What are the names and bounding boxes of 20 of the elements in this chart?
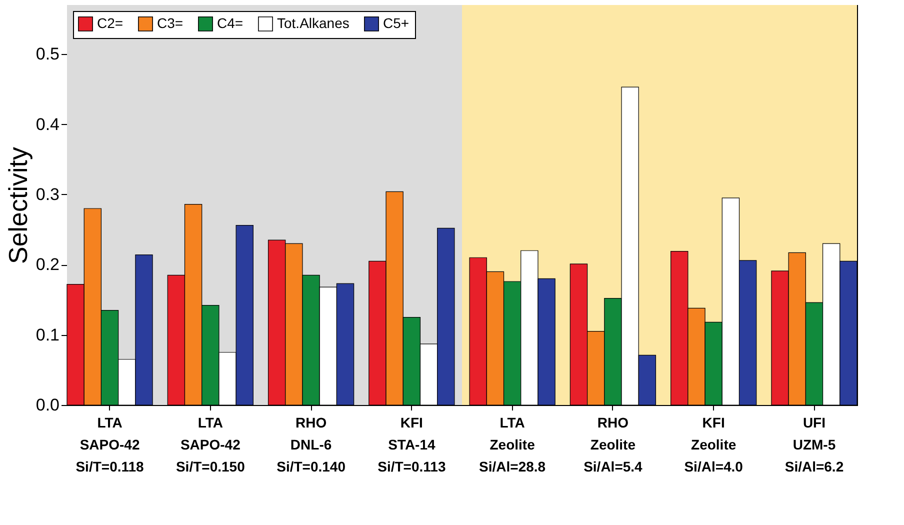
legend-label: C5+: [383, 14, 410, 31]
y-tick-label: 0.0: [36, 396, 60, 414]
y-tick-label: 0.5: [36, 44, 60, 64]
legend-label: Tot.Alkanes: [277, 14, 350, 31]
x-tick-label: RHO DNL-6 Si/T=0.140: [276, 414, 346, 474]
y-tick-label: 0.4: [36, 114, 60, 134]
x-tick-label: KFI STA-14 Si/T=0.113: [378, 414, 446, 474]
x-tick-label: UFI UZM-5 Si/Al=6.2: [784, 414, 844, 474]
x-tick-label: LTA SAPO-42 Si/T=0.118: [76, 414, 144, 474]
x-tick-label: LTA SAPO-42 Si/T=0.150: [176, 414, 246, 474]
y-tick-label: 0.1: [36, 325, 60, 344]
legend-label: C2=: [97, 14, 124, 31]
y-tick-label: 0.2: [36, 255, 60, 274]
x-tick-label: LTA Zeolite Si/Al=28.8: [479, 414, 546, 474]
x-tick-label: KFI Zeolite Si/Al=4.0: [684, 414, 744, 474]
legend-label: C4=: [217, 14, 244, 31]
y-axis-title: Selectivity: [2, 146, 33, 264]
y-tick-label: 0.3: [36, 184, 60, 204]
legend-label: C3=: [157, 14, 184, 31]
x-tick-label: RHO Zeolite Si/Al=5.4: [584, 414, 643, 474]
